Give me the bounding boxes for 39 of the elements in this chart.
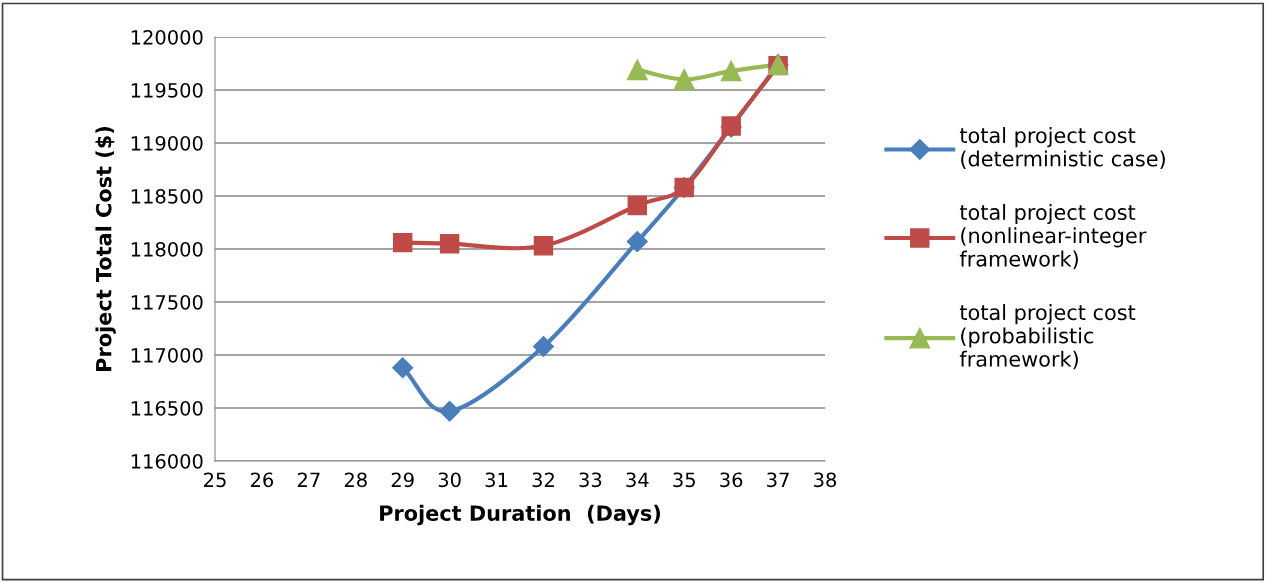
point: [533, 236, 554, 256]
x-tick-label: 30: [438, 472, 461, 488]
x-tick-label: 31: [485, 472, 508, 488]
x-tick-label: 35: [673, 472, 695, 488]
y-axis-title: Project Total Cost ($): [95, 126, 116, 371]
x-tick-label: 33: [579, 472, 602, 488]
point: [392, 357, 414, 379]
x-tick-label: 32: [532, 472, 554, 488]
y-tick-label: 116500: [131, 400, 203, 416]
x-tick-label: 37: [767, 472, 789, 488]
point: [439, 400, 461, 422]
x-tick-label: 34: [626, 472, 649, 488]
point: [626, 59, 648, 81]
y-tick-label: 119000: [131, 135, 203, 151]
y-tick-label: 116000: [131, 453, 203, 469]
point: [626, 231, 648, 253]
y-tick-label: 120000: [131, 29, 203, 45]
x-tick-label: 28: [344, 472, 367, 488]
x-axis-title: Project Duration (Days): [380, 504, 661, 526]
x-tick-label: 36: [720, 472, 743, 488]
point: [532, 336, 554, 358]
y-tick-label: 117000: [131, 347, 203, 363]
x-tick-label: 26: [250, 472, 274, 488]
x-tick-label: 29: [391, 472, 414, 488]
point: [439, 233, 460, 254]
point: [720, 60, 742, 82]
y-tick-label: 118500: [131, 188, 203, 204]
x-tick-label: 27: [297, 472, 320, 487]
y-tick-label: 117500: [131, 294, 203, 310]
legend-label: total project cost (nonlinear-integer framework): [959, 203, 1147, 270]
x-tick-label: 38: [814, 472, 837, 488]
legend-label: total project cost (probabilistic framework): [959, 304, 1136, 370]
x-tick-label: 25: [204, 472, 226, 488]
y-tick-label: 118000: [131, 241, 203, 257]
legend-label: total project cost (deterministic case): [959, 127, 1165, 170]
point: [392, 232, 413, 253]
point: [673, 68, 695, 90]
point: [627, 195, 648, 216]
y-tick-label: 119500: [131, 82, 203, 98]
